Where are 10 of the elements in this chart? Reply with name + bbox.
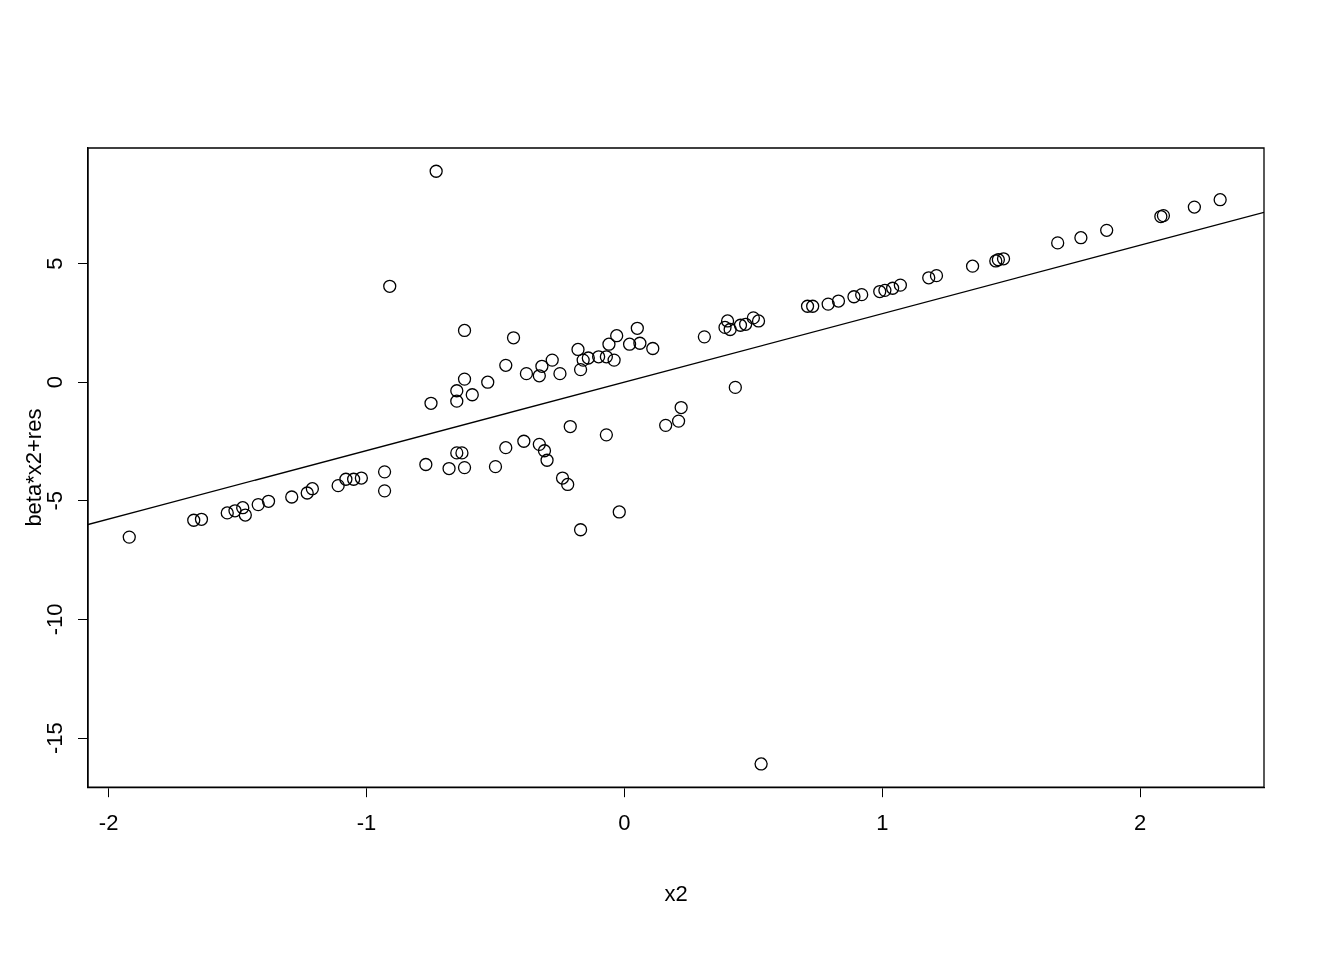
y-tick-label: -15 [42,722,68,754]
y-tick-label: 0 [42,376,68,389]
x-tick-label: -2 [98,810,119,836]
x-tick-label: 2 [1134,810,1147,836]
y-tick-label: -10 [42,603,68,636]
x-tick-label: 0 [618,810,631,836]
y-tick-label: 5 [42,257,68,270]
x-tick-label: -1 [356,810,377,836]
x-tick-label: 1 [876,810,889,836]
x-axis-title: x2 [664,880,688,906]
